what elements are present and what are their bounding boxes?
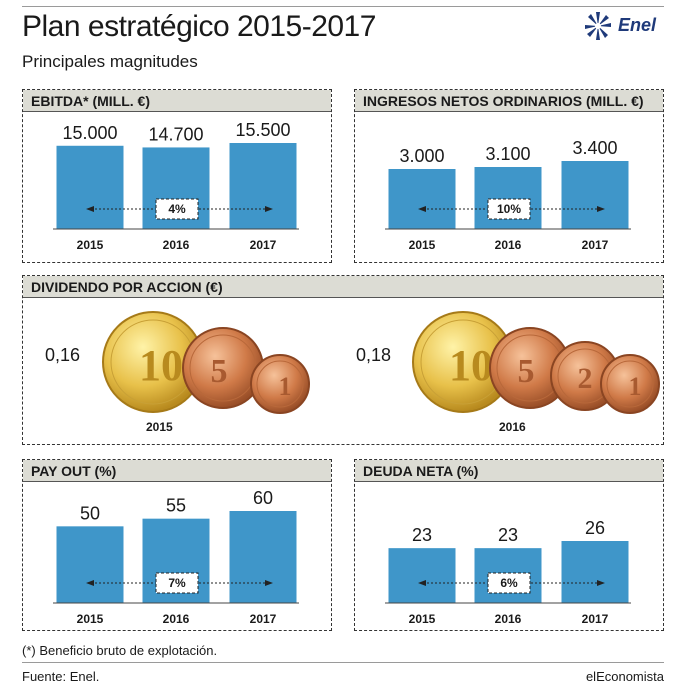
page-subtitle: Principales magnitudes xyxy=(22,52,198,71)
ebitda-title: EBITDA* (MILL. €) xyxy=(23,90,331,112)
payout-panel: PAY OUT (%) 50 2015 55 2016 60 2017 7% xyxy=(22,459,332,631)
logo-text: Enel xyxy=(618,15,657,35)
x-tick-2015: 2015 xyxy=(77,612,104,626)
value-label-2017: 60 xyxy=(253,488,273,508)
dividend-year-2015: 2015 xyxy=(146,420,173,434)
footer-rule xyxy=(22,662,664,663)
value-label-2015: 23 xyxy=(412,525,432,545)
coin-5-label: 5 xyxy=(211,353,228,390)
arrow-left-icon xyxy=(86,206,94,212)
bar-2015 xyxy=(388,548,456,603)
growth-label: 6% xyxy=(500,576,518,590)
growth-box xyxy=(155,198,199,220)
payout-title: PAY OUT (%) xyxy=(23,460,331,482)
bar-2017 xyxy=(561,161,629,229)
value-label-2017: 3.400 xyxy=(572,138,617,158)
page-title: Plan estratégico 2015-2017 xyxy=(22,10,376,43)
arrow-left-icon xyxy=(418,206,426,212)
bar-2017 xyxy=(229,511,297,603)
bar-2015 xyxy=(56,145,124,229)
x-tick-2016: 2016 xyxy=(495,238,522,252)
coin-10-label: 10 xyxy=(139,341,183,390)
growth-label: 10% xyxy=(497,202,521,216)
arrow-right-icon xyxy=(597,206,605,212)
bar-2017 xyxy=(229,143,297,229)
x-tick-2016: 2016 xyxy=(163,238,190,252)
coin-1-label: 1 xyxy=(279,372,292,401)
enel-logo-icon xyxy=(585,12,611,40)
coin-1-label: 1 xyxy=(629,372,642,401)
x-tick-2017: 2017 xyxy=(250,238,277,252)
growth-box xyxy=(487,572,531,594)
value-label-2015: 3.000 xyxy=(399,146,444,166)
arrow-left-icon xyxy=(418,580,426,586)
x-tick-2015: 2015 xyxy=(409,612,436,626)
top-rule xyxy=(22,6,664,7)
footnote: (*) Beneficio bruto de explotación. xyxy=(22,643,218,658)
bar-2015 xyxy=(56,526,124,603)
x-tick-2015: 2015 xyxy=(77,238,104,252)
ingresos-title: INGRESOS NETOS ORDINARIOS (MILL. €) xyxy=(355,90,663,112)
ingresos-chart: 3.000 2015 3.100 2016 3.400 2017 10% xyxy=(385,138,631,252)
coin-5-label: 5 xyxy=(518,353,535,390)
value-label-2015: 50 xyxy=(80,503,100,523)
coin-2-label: 2 xyxy=(578,362,593,395)
value-label-2017: 26 xyxy=(585,518,605,538)
brand-name: elEconomista xyxy=(585,669,664,684)
ingresos-panel: INGRESOS NETOS ORDINARIOS (MILL. €) 3.00… xyxy=(354,89,664,263)
ebitda-chart: 15.000 2015 14.700 2016 15.500 2017 4% xyxy=(53,120,299,252)
growth-box xyxy=(155,572,199,594)
value-label-2015: 15.000 xyxy=(62,123,117,143)
coins-2016-icon: 10 5 2 1 xyxy=(412,311,660,414)
coins-2015-icon: 10 5 1 xyxy=(102,311,310,414)
growth-label: 7% xyxy=(168,576,186,590)
payout-chart: 50 2015 55 2016 60 2017 7% xyxy=(53,488,299,626)
deuda-panel: DEUDA NETA (%) 23 2015 23 2016 26 2017 6% xyxy=(354,459,664,631)
growth-label: 4% xyxy=(168,202,186,216)
arrow-right-icon xyxy=(597,580,605,586)
x-tick-2015: 2015 xyxy=(409,238,436,252)
deuda-chart: 23 2015 23 2016 26 2017 6% xyxy=(385,518,631,626)
x-tick-2017: 2017 xyxy=(582,612,609,626)
x-tick-2017: 2017 xyxy=(250,612,277,626)
value-label-2016: 3.100 xyxy=(485,144,530,164)
ebitda-panel: EBITDA* (MILL. €) 15.000 2015 14.700 2016 15… xyxy=(22,89,332,263)
bar-2016 xyxy=(474,167,542,229)
deuda-title: DEUDA NETA (%) xyxy=(355,460,663,482)
dividend-value-2016: 0,18 xyxy=(356,345,392,365)
x-tick-2016: 2016 xyxy=(495,612,522,626)
dividend-year-2016: 2016 xyxy=(499,420,526,434)
value-label-2017: 15.500 xyxy=(235,120,290,140)
x-tick-2017: 2017 xyxy=(582,238,609,252)
value-label-2016: 23 xyxy=(498,525,518,545)
growth-box xyxy=(487,198,531,220)
arrow-right-icon xyxy=(265,580,273,586)
bar-2017 xyxy=(561,541,629,603)
arrow-right-icon xyxy=(265,206,273,212)
dividend-value-2015: 0,16 xyxy=(45,345,81,365)
bar-2015 xyxy=(388,169,456,229)
coin-10-label: 10 xyxy=(449,341,493,390)
x-tick-2016: 2016 xyxy=(163,612,190,626)
source-note: Fuente: Enel. xyxy=(22,669,100,684)
value-label-2016: 14.700 xyxy=(148,124,203,144)
dividend-panel: DIVIDENDO POR ACCION (€) 0,16 10 5 1 201… xyxy=(22,275,664,445)
arrow-left-icon xyxy=(86,580,94,586)
value-label-2016: 55 xyxy=(166,496,186,516)
dividend-title: DIVIDENDO POR ACCION (€) xyxy=(23,276,663,298)
